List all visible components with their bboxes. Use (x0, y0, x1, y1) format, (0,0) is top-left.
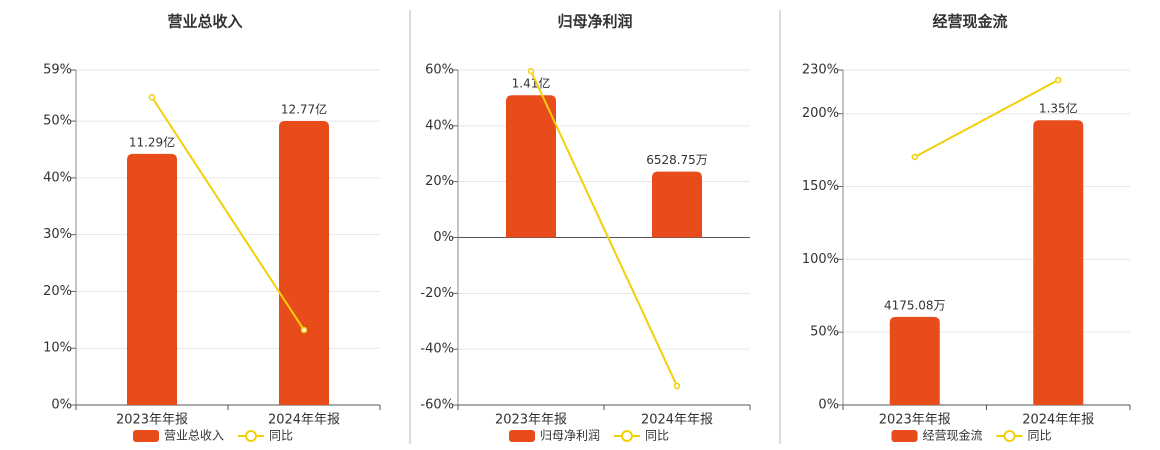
bar (652, 171, 702, 238)
legend-swatch (891, 430, 918, 442)
legend-label: 同比 (645, 429, 669, 443)
y-tick-label: 50% (810, 325, 839, 340)
y-tick-label: -20% (420, 286, 454, 301)
x-tick-label: 2023年年报 (495, 413, 567, 428)
y-tick-label: 0% (51, 398, 72, 413)
line-point (300, 326, 308, 334)
y-tick-label: 20% (425, 174, 454, 189)
chart-title: 营业总收入 (167, 13, 242, 31)
legend-label: 营业总收入 (164, 429, 224, 443)
value-label: 1.35亿 (1039, 101, 1078, 116)
legend-label: 同比 (269, 429, 293, 443)
bar (1033, 120, 1084, 405)
bar (279, 120, 329, 405)
y-tick-label: 200% (802, 106, 839, 121)
value-label: 12.77亿 (281, 101, 327, 116)
line-point (911, 153, 918, 161)
value-label: 1.41亿 (512, 76, 551, 91)
line (914, 79, 1059, 158)
bar (127, 153, 177, 405)
line (151, 96, 305, 331)
value-label: 11.29亿 (129, 134, 175, 149)
legend-label: 经营现金流 (923, 428, 983, 443)
y-tick-label: 50% (43, 114, 72, 129)
y-tick-label: 10% (43, 341, 72, 356)
y-tick-label: 59% (43, 63, 72, 78)
legend-swatch (621, 430, 633, 442)
y-tick-label: 0% (818, 398, 839, 413)
line-point (673, 382, 681, 390)
bar (506, 95, 556, 238)
legend-swatch (245, 430, 257, 442)
legend-swatch (133, 430, 159, 442)
chart-title: 经营现金流 (932, 13, 1007, 31)
bar (889, 316, 940, 405)
chart-title: 归母净利润 (557, 13, 632, 31)
y-tick-label: 40% (425, 118, 454, 133)
legend-label: 同比 (1028, 429, 1052, 443)
legend-swatch (509, 430, 535, 442)
y-tick-label: 230% (802, 63, 839, 78)
line-point (148, 94, 156, 101)
legend-label: 归母净利润 (540, 429, 600, 443)
line-point (527, 67, 535, 75)
y-tick-label: 30% (43, 227, 72, 242)
y-tick-label: 20% (43, 284, 72, 299)
line (530, 70, 678, 387)
y-tick-label: 0% (433, 230, 454, 245)
y-tick-label: -60% (420, 398, 454, 413)
y-tick-label: 60% (425, 63, 454, 78)
value-label: 6528.75万 (646, 153, 708, 167)
x-tick-label: 2024年年报 (641, 413, 713, 428)
x-tick-label: 2024年年报 (268, 413, 340, 428)
x-tick-label: 2024年年报 (1022, 413, 1094, 428)
y-tick-label: 40% (43, 170, 72, 185)
y-tick-label: -40% (420, 342, 454, 357)
y-tick-label: 150% (802, 179, 839, 194)
legend-swatch (1003, 430, 1016, 442)
x-tick-label: 2023年年报 (879, 413, 951, 428)
value-label: 4175.08万 (884, 298, 946, 312)
line-point (1055, 76, 1062, 84)
y-tick-label: 100% (802, 252, 839, 267)
x-tick-label: 2023年年报 (116, 413, 188, 428)
